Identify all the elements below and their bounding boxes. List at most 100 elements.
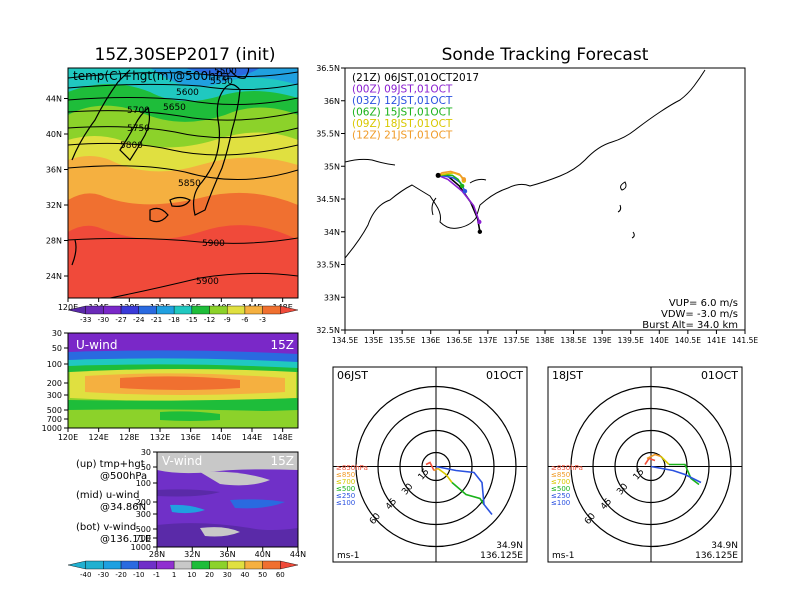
x-tick-label: 138.5E	[560, 336, 586, 345]
top-map-y-axis: 24N 28N 32N 36N 40N 44N	[46, 95, 68, 281]
x-tick-label: 144E	[242, 433, 262, 442]
x-tick-label: 32N	[184, 550, 200, 559]
polar-frame	[332, 366, 528, 563]
colorbar-swatch	[209, 305, 228, 315]
left-title: 15Z,30SEP2017 (init)	[95, 45, 276, 65]
track-legend-entry: (00Z) 09JST,01OCT	[352, 84, 453, 96]
colorbar-tick-label: 30	[223, 571, 232, 579]
track-landing-point	[477, 219, 482, 225]
track-lines	[435, 170, 483, 234]
temperature-field	[68, 68, 298, 298]
contour-label: 5600	[176, 88, 199, 98]
y-tick-label: 32N	[46, 201, 62, 210]
y-tick-label: 500	[47, 406, 62, 415]
colorbar-tick-label: 40	[240, 571, 249, 579]
legend-line: @136.11E	[100, 534, 151, 545]
polar-time: 06JST	[337, 369, 368, 382]
polar-level-label: ≤700	[336, 478, 355, 486]
colorbar-swatch	[244, 560, 263, 570]
legend-line: (bot) v-wind	[76, 522, 136, 533]
legend-line: @34.86N	[100, 502, 146, 513]
track-legend-entry: (09Z) 18JST,01OCT	[352, 118, 453, 130]
colorbar-tick-label: -24	[133, 316, 145, 324]
track-map-y-axis: 36.5N 36N 35.5N 35N 34.5N 34N 33.5N 33N 32.5N	[316, 64, 345, 335]
colorbar-swatch	[280, 305, 299, 315]
right-title: Sonde Tracking Forecast	[442, 45, 649, 65]
y-tick-label: 36N	[324, 97, 340, 106]
x-tick-label: 137E	[478, 336, 497, 345]
x-tick-label: 124E	[89, 433, 109, 442]
height-contours	[68, 71, 298, 298]
y-tick-label: 24N	[46, 272, 62, 281]
colorbar-tick-label: 20	[205, 571, 214, 579]
colorbar-swatch	[85, 305, 104, 315]
x-tick-label: 40N	[255, 550, 271, 559]
hodograph-line	[437, 467, 453, 483]
polar-date: 01OCT	[701, 369, 738, 382]
track-landing-point	[462, 188, 468, 194]
y-tick-label: 34.5N	[316, 195, 340, 204]
x-tick-label: 134.5E	[332, 336, 358, 345]
legend-line: (up) tmp+hgt	[76, 459, 145, 470]
contour-label-group: 5500 5550 5600 5650 5700 5750 5800 5850 …	[120, 67, 237, 287]
y-tick-label: 100	[136, 479, 151, 488]
polar-unit: ms-1	[552, 551, 574, 561]
colorbar-swatch	[244, 305, 263, 315]
colorbar-tick-label: -9	[224, 316, 231, 324]
track-legend-entry: (06Z) 15JST,01OCT	[352, 107, 453, 119]
polar-level-label: ≤700	[551, 478, 570, 486]
y-tick-label: 100	[47, 360, 62, 369]
x-tick-label: 136.5E	[446, 336, 472, 345]
y-tick-label: 1000	[42, 424, 62, 433]
polar-time: 18JST	[552, 369, 583, 382]
hodograph-line	[433, 467, 439, 472]
y-tick-label: 1000	[131, 543, 151, 552]
y-tick-label: 700	[136, 534, 151, 543]
contour-label: 5700	[127, 106, 150, 116]
hodograph-line	[451, 481, 485, 505]
colorbar-swatch	[173, 305, 193, 315]
wind-colorbar: -40 -30 -20 -10 -1 1 10 20 30 40 50 60	[67, 560, 299, 579]
y-tick-label: 300	[47, 391, 62, 400]
y-tick-label: 28N	[46, 237, 62, 246]
colorbar-swatch	[156, 305, 175, 315]
polar-level-label: ≤250	[336, 492, 355, 500]
param-vdw: VDW= -3.0 m/s	[661, 309, 738, 320]
y-tick-label: 200	[47, 379, 62, 388]
colorbar-swatch	[103, 305, 122, 315]
contour-label: 5500	[214, 67, 237, 77]
colorbar-tick-label: -33	[80, 316, 91, 324]
y-tick-label: 35.5N	[316, 130, 340, 139]
legend-line: (mid) u-wind	[76, 490, 139, 501]
hodograph-line	[650, 465, 702, 484]
track-legend: (21Z) 06JST,01OCT2017(00Z) 09JST,01OCT(0…	[352, 72, 479, 142]
x-tick-label: 120E	[58, 303, 78, 312]
x-tick-label: 140E	[650, 336, 669, 345]
colorbar-tick-label: -1	[153, 571, 160, 579]
colorbar-swatch	[120, 560, 139, 570]
colorbar-tick-label: -20	[115, 571, 126, 579]
colorbar-tick-label: -40	[80, 571, 91, 579]
x-tick-label: 136E	[421, 336, 440, 345]
colorbar-tick-label: -6	[241, 316, 249, 324]
colorbar-tick-label: 60	[276, 571, 285, 579]
track-params: VUP= 6.0 m/s VDW= -3.0 m/s Burst Alt= 34…	[642, 298, 738, 331]
y-tick-label: 50	[141, 463, 151, 472]
colorbar-swatch	[191, 305, 210, 315]
top-map-subtitle: temp(C)+hgt(m)@500hPa	[73, 69, 230, 83]
hodograph-line	[644, 457, 656, 465]
v-wind-field	[157, 452, 298, 547]
colorbar-tick-label: -30	[98, 571, 109, 579]
colorbar-tick-label: 50	[258, 571, 267, 579]
colorbar-tick-label: -21	[151, 316, 162, 324]
y-tick-label: 500	[136, 525, 151, 534]
colorbar-swatch	[138, 305, 157, 315]
colorbar-swatch	[227, 560, 246, 570]
track-series-line	[437, 174, 481, 223]
x-tick-label: 120E	[58, 433, 78, 442]
y-tick-label: 40N	[46, 130, 62, 139]
